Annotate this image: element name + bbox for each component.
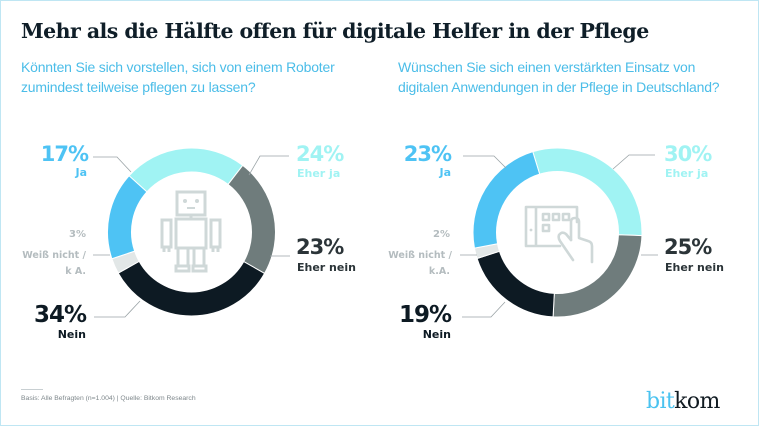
donut-slice-ja	[107, 175, 148, 260]
label-nein: Nein	[423, 328, 451, 341]
label-pct-eher-nein: 23%	[296, 235, 344, 259]
page-title: Mehr als die Hälfte offen für digitale H…	[21, 19, 649, 43]
label-pct-eher-ja: 24%	[296, 142, 344, 166]
connector-nein	[462, 301, 506, 318]
label-ja: Ja	[438, 166, 451, 179]
label-pct-nein: 19%	[399, 302, 452, 328]
connector-ja	[463, 155, 507, 169]
chart-2-connectors	[460, 154, 658, 318]
label-pct-ja: 17%	[41, 142, 89, 166]
donut-slice-nein	[117, 260, 266, 317]
donut-slice-eher-nein	[227, 164, 276, 275]
chart-1-question: Könnten Sie sich vorstellen, sich von ei…	[21, 59, 335, 95]
logo-part-kom: kom	[674, 389, 720, 414]
connector-eher-ja	[248, 155, 289, 176]
chart-2-question: Wünschen Sie sich einen verstärkten Eins…	[398, 59, 720, 95]
donut-chart-robot	[107, 147, 276, 317]
label-pct-eher-ja: 30%	[664, 142, 712, 166]
label-weiss-nicht-line1: Weiß nicht /	[388, 250, 452, 261]
donut-slice-eher-nein	[552, 234, 643, 318]
robot-icon	[160, 190, 222, 273]
label-pct-ja: 23%	[404, 142, 452, 166]
logo-part-bit: bit	[646, 389, 675, 414]
label-pct-weiss-nicht: 2%	[433, 229, 450, 240]
donut-slice-ja	[472, 151, 541, 249]
donut-slice-eher-ja	[128, 147, 244, 193]
connector-nein	[94, 300, 141, 318]
label-eher-ja: Eher ja	[665, 167, 708, 180]
label-eher-nein: Eher nein	[665, 261, 724, 274]
label-pct-eher-nein: 25%	[664, 235, 712, 259]
tablet-touch-icon	[524, 205, 594, 264]
label-pct-nein: 34%	[34, 302, 87, 328]
label-eher-nein: Eher nein	[297, 261, 356, 274]
label-weiss-nicht-line2: k.A.	[429, 266, 450, 277]
donut-chart-digital	[472, 147, 643, 318]
label-weiss-nicht-line2: k A.	[65, 266, 86, 277]
label-pct-weiss-nicht: 3%	[69, 229, 86, 240]
connector-ja	[93, 156, 132, 173]
label-weiss-nicht-line1: Weiß nicht /	[22, 250, 86, 261]
donut-slice-eher-ja	[532, 147, 643, 237]
donut-slice-nein	[476, 250, 555, 318]
label-ja: Ja	[74, 166, 87, 179]
label-nein: Nein	[58, 328, 86, 341]
footer-divider	[21, 389, 43, 390]
connector-eher-ja	[612, 154, 655, 170]
bitkom-logo: bitkom	[646, 389, 720, 414]
label-eher-ja: Eher ja	[297, 167, 340, 180]
source-note: Basis: Alle Befragten (n=1.004) | Quelle…	[21, 395, 196, 402]
chart-1-connectors	[93, 155, 290, 318]
